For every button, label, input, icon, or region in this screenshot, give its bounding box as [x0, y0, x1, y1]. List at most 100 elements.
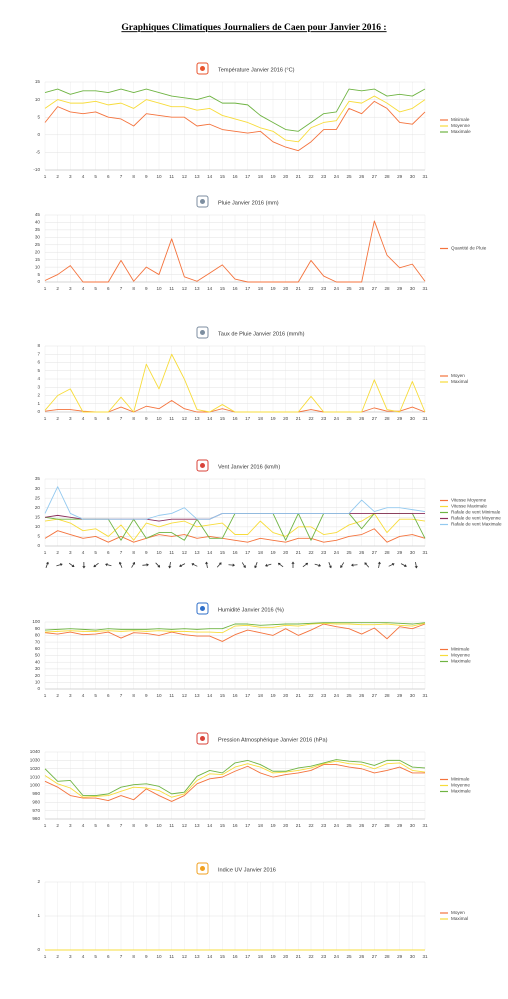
x-tick-label: 16 [232, 954, 238, 959]
x-tick-label: 21 [296, 823, 302, 828]
wind-arrow-head [415, 566, 419, 569]
x-tick-label: 11 [169, 954, 174, 959]
x-tick-label: 8 [132, 550, 135, 555]
x-tick-label: 18 [258, 954, 264, 959]
x-tick-label: 3 [69, 954, 72, 959]
x-tick-label: 21 [296, 954, 302, 959]
x-tick-label: 20 [283, 174, 289, 179]
y-tick-label: 1040 [30, 749, 41, 754]
legend-label: Quantité de Pluie [451, 246, 487, 251]
x-tick-label: 9 [145, 954, 148, 959]
x-tick-label: 6 [107, 174, 110, 179]
x-tick-label: 24 [334, 954, 340, 959]
x-tick-label: 12 [182, 823, 188, 828]
wind-arrow-head [205, 561, 209, 564]
x-tick-label: 2 [56, 174, 59, 179]
x-tick-label: 24 [334, 550, 340, 555]
legend-label: Rafale de vent Moyenne [451, 516, 501, 521]
x-tick-label: 18 [258, 174, 264, 179]
x-tick-label: 27 [372, 954, 378, 959]
wind-arrow-head [291, 562, 294, 564]
x-tick-label: 21 [296, 286, 302, 291]
chart-title: Indice UV Janvier 2016 [218, 867, 276, 873]
y-tick-label: 1030 [30, 758, 41, 763]
y-tick-label: 20 [35, 249, 41, 254]
x-tick-label: 6 [107, 823, 110, 828]
x-tick-label: 22 [308, 416, 314, 421]
x-tick-label: 26 [359, 416, 365, 421]
y-tick-label: 1 [37, 913, 40, 918]
y-tick-label: 50 [35, 653, 41, 658]
wind-arrow [142, 563, 149, 567]
x-tick-label: 20 [283, 550, 289, 555]
y-tick-label: 5 [37, 368, 40, 373]
x-tick-label: 3 [69, 286, 72, 291]
x-tick-label: 22 [308, 286, 314, 291]
x-tick-label: 20 [283, 286, 289, 291]
y-tick-label: 7 [37, 351, 40, 356]
y-tick-label: 5 [37, 534, 40, 539]
x-tick-label: 27 [372, 823, 378, 828]
wind-arrow-head [392, 562, 395, 566]
x-tick-label: 30 [410, 550, 416, 555]
x-tick-label: 1 [44, 954, 47, 959]
page-title: Graphiques Climatiques Journaliers de Ca… [121, 23, 386, 33]
x-tick-label: 16 [232, 693, 238, 698]
x-tick-label: 15 [220, 416, 226, 421]
wind-arrow-head [329, 566, 333, 569]
x-tick-label: 27 [372, 550, 378, 555]
wind-arrow-head [233, 564, 236, 567]
x-tick-label: 9 [145, 416, 148, 421]
x-tick-label: 29 [397, 823, 403, 828]
wind-arrow-head [105, 563, 108, 567]
x-tick-label: 20 [283, 416, 289, 421]
x-tick-label: 5 [94, 174, 97, 179]
y-tick-label: 970 [32, 808, 40, 813]
x-tick-label: 22 [308, 174, 314, 179]
x-tick-label: 5 [94, 550, 97, 555]
x-tick-label: 27 [372, 416, 378, 421]
x-tick-label: 6 [107, 954, 110, 959]
x-tick-label: 30 [410, 954, 416, 959]
wind-arrow [351, 563, 358, 567]
x-tick-label: 8 [132, 416, 135, 421]
x-tick-label: 7 [120, 286, 123, 291]
y-tick-label: 0 [37, 543, 40, 548]
x-tick-label: 25 [346, 550, 352, 555]
x-tick-label: 26 [359, 693, 365, 698]
chart-title: Vent Janvier 2016 (km/h) [218, 464, 280, 470]
x-tick-label: 26 [359, 823, 365, 828]
x-tick-label: 3 [69, 550, 72, 555]
x-tick-label: 23 [321, 693, 327, 698]
x-tick-label: 23 [321, 174, 327, 179]
x-tick-label: 25 [346, 693, 352, 698]
wind-arrow-head [351, 564, 354, 567]
wind-arrow [314, 563, 321, 568]
x-tick-label: 24 [334, 416, 340, 421]
x-tick-label: 14 [207, 823, 213, 828]
wind-arrow [68, 562, 75, 568]
x-tick-label: 31 [422, 416, 428, 421]
x-tick-label: 12 [182, 693, 188, 698]
x-tick-label: 13 [194, 286, 200, 291]
wind-arrow [302, 562, 309, 568]
x-tick-label: 18 [258, 823, 264, 828]
y-tick-label: 15 [35, 257, 41, 262]
x-tick-label: 28 [384, 286, 390, 291]
chart-icon-dot [200, 866, 205, 871]
x-tick-label: 16 [232, 550, 238, 555]
x-tick-label: 19 [270, 550, 276, 555]
chart-icon-dot [200, 463, 205, 468]
x-tick-label: 1 [44, 693, 47, 698]
x-tick-label: 4 [82, 823, 85, 828]
x-tick-label: 5 [94, 286, 97, 291]
x-tick-label: 23 [321, 550, 327, 555]
x-tick-label: 15 [220, 954, 226, 959]
x-tick-label: 5 [94, 416, 97, 421]
x-tick-label: 29 [397, 286, 403, 291]
y-tick-label: 5 [37, 114, 40, 119]
y-tick-label: 10 [35, 680, 41, 685]
y-tick-label: 4 [37, 376, 40, 381]
wind-arrow [178, 562, 185, 568]
